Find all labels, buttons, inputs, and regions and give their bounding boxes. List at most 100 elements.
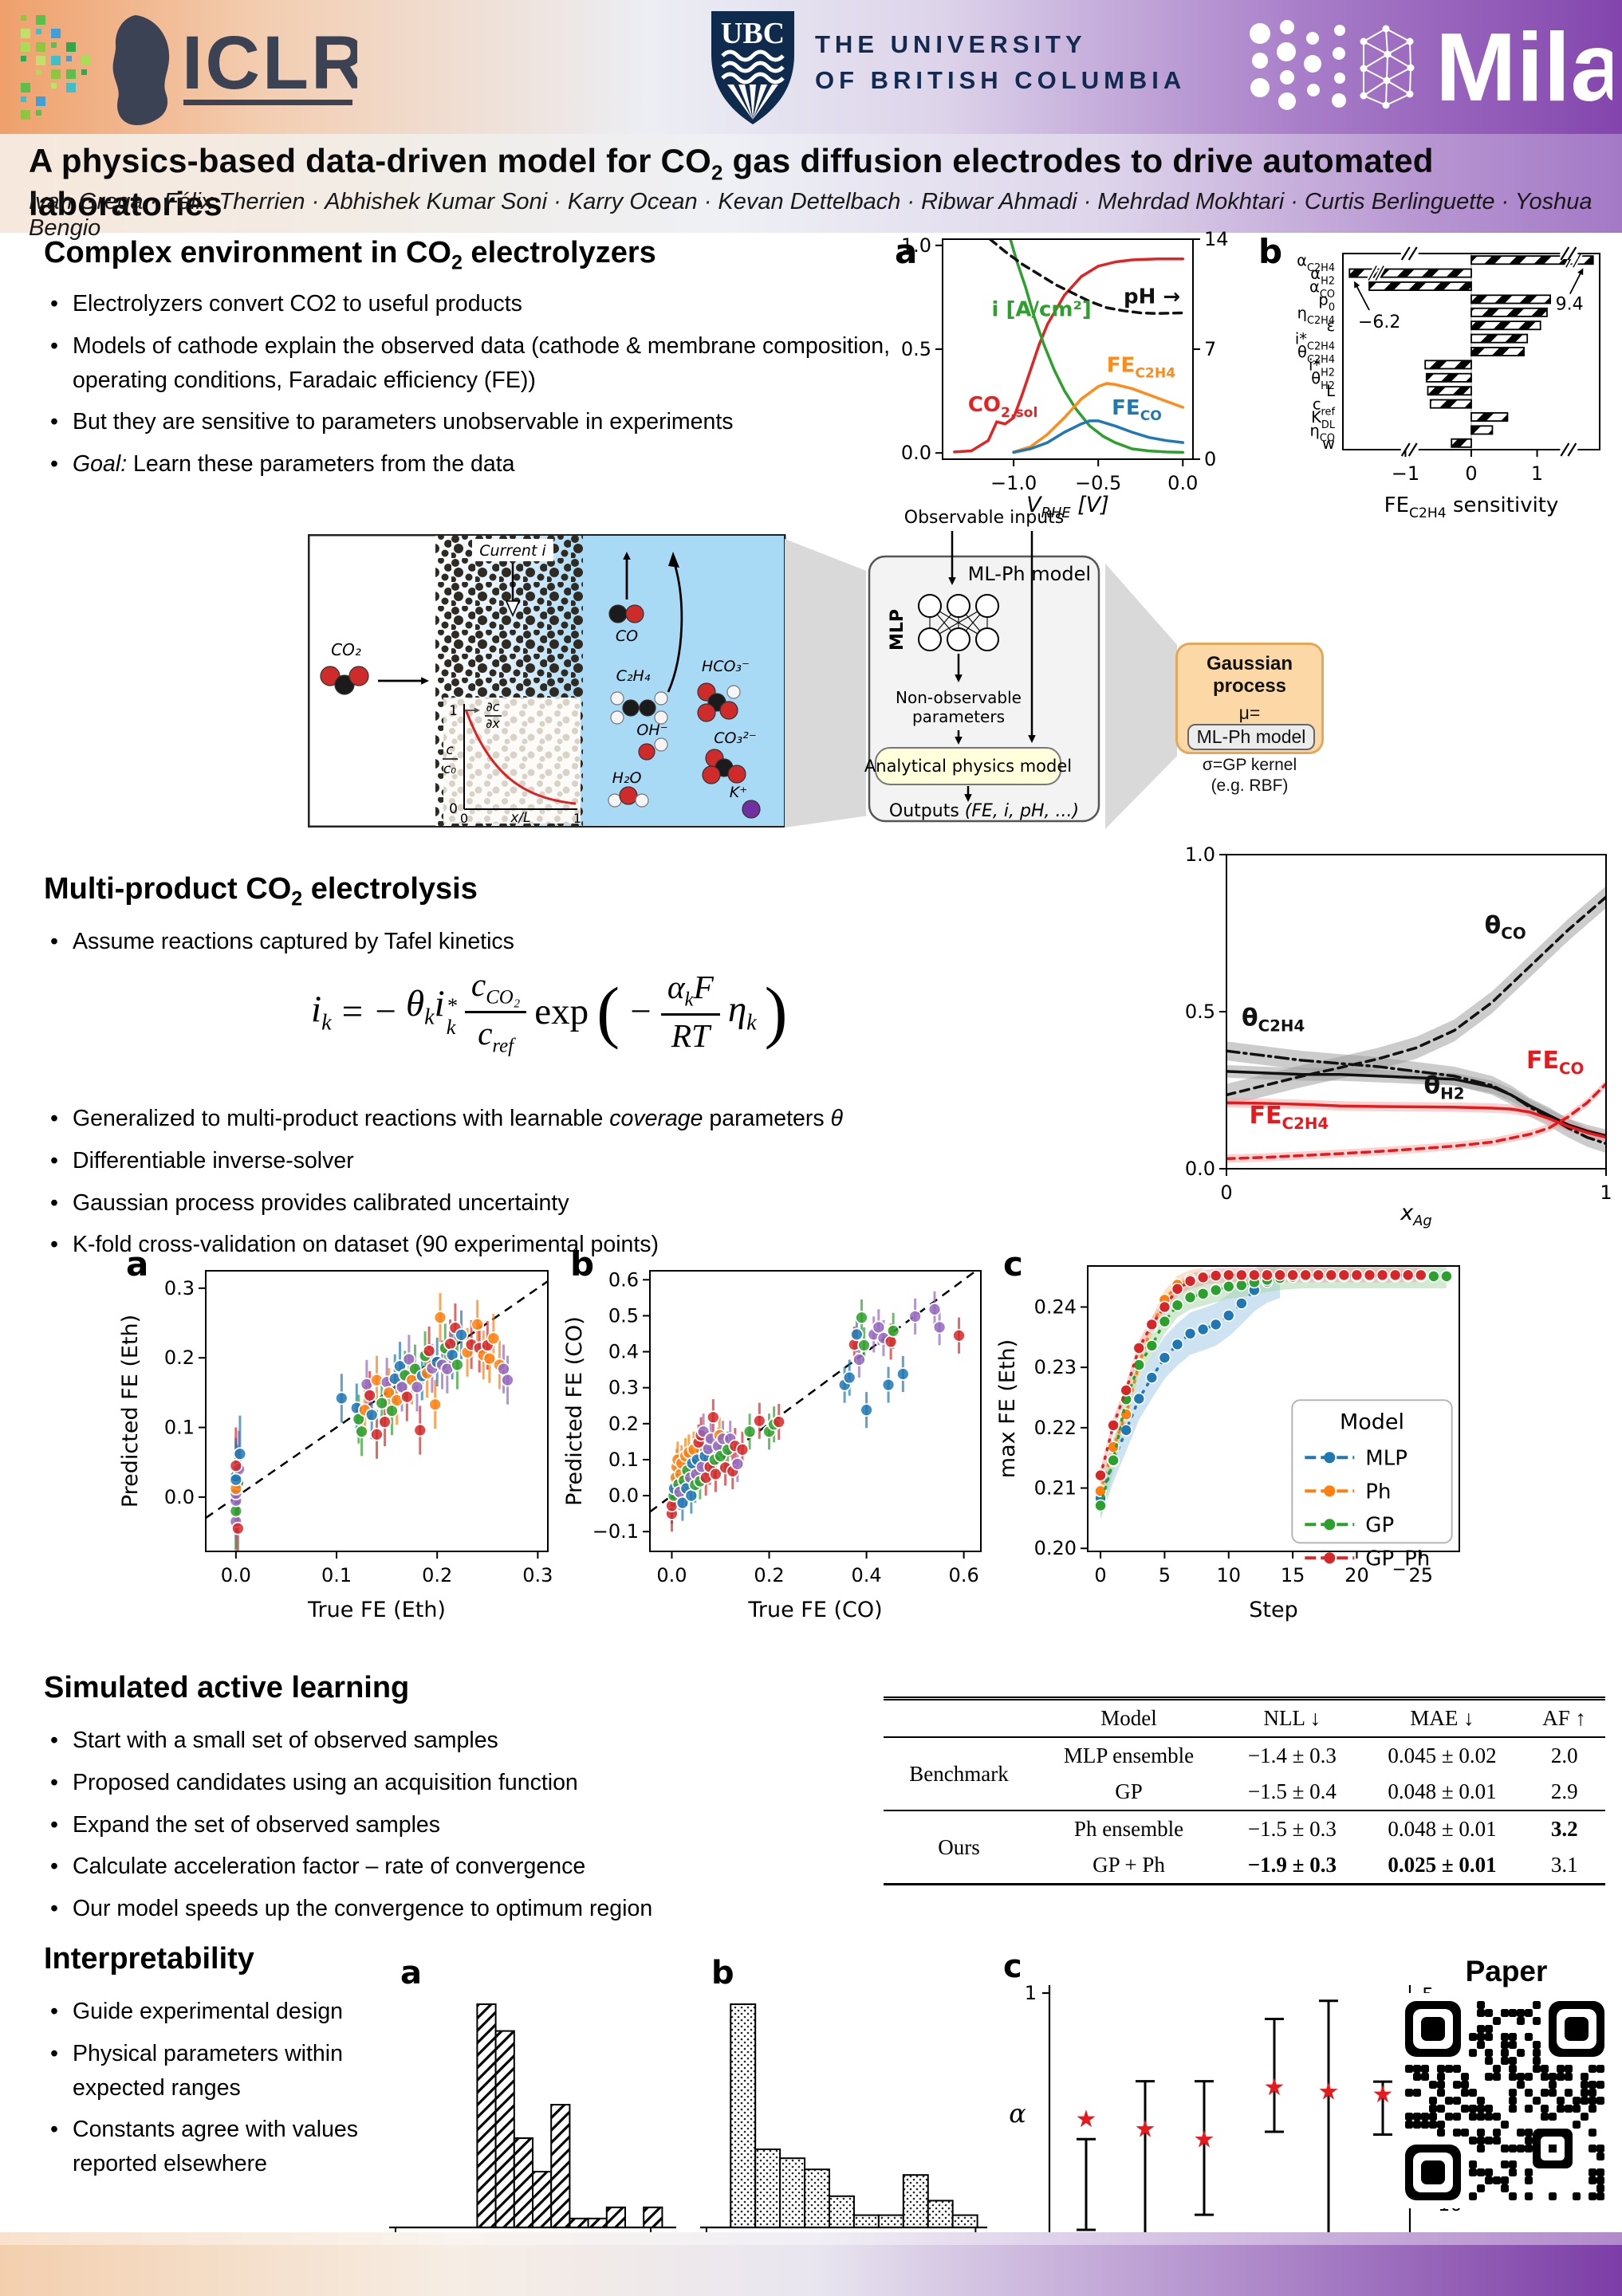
svg-text:0: 0 <box>1204 448 1216 470</box>
svg-text:★: ★ <box>1372 2081 1394 2109</box>
svg-text:0.6: 0.6 <box>949 1564 979 1586</box>
section3-bullets: Start with a small set of observed sampl… <box>44 1724 849 1934</box>
svg-text:C₂H₄: C₂H₄ <box>616 667 651 685</box>
table-header-row: Model NLL ↓ MAE ↓ AF ↑ <box>884 1698 1605 1737</box>
svg-text:−6.2: −6.2 <box>1358 313 1400 332</box>
svg-text:True FE (CO): True FE (CO) <box>747 1598 882 1622</box>
svg-text:cref: cref <box>1313 395 1336 419</box>
table-row: Benchmark MLP ensemble −1.4 ± 0.3 0.045 ± 0… <box>909 1744 1578 1786</box>
svg-text:14: 14 <box>1204 228 1229 250</box>
svg-text:i*C2H4: i*C2H4 <box>1295 330 1335 353</box>
svg-text:★: ★ <box>1264 2074 1285 2101</box>
section1-bullets: Electrolyzers convert CO2 to useful prod… <box>44 287 905 489</box>
bullet-item: Goal: Learn these parameters from the da… <box>44 447 905 482</box>
svg-text:0.21: 0.21 <box>1034 1477 1077 1500</box>
svg-text:x/L: x/L <box>510 810 530 826</box>
svg-text:Step: Step <box>1249 1598 1297 1622</box>
svg-text:ηCO: ηCO <box>1310 421 1335 444</box>
section2-intro: Assume reactions captured by Tafel kinet… <box>44 925 921 967</box>
svg-text:0: 0 <box>449 801 458 817</box>
gp-title: Gaussian process <box>1206 653 1293 697</box>
bullet-item: Start with a small set of observed sampl… <box>44 1724 849 1758</box>
svg-text:UBC: UBC <box>721 17 785 50</box>
bullet-item: Calculate acceleration factor – rate of … <box>44 1850 849 1884</box>
svg-text:θC2H4: θC2H4 <box>1242 1005 1305 1036</box>
svg-text:★: ★ <box>1076 2105 1097 2133</box>
svg-text:L: L <box>1326 382 1335 400</box>
svg-text:FEC2H4: FEC2H4 <box>1250 1102 1329 1133</box>
svg-text:True FE (Eth): True FE (Eth) <box>307 1598 446 1622</box>
svg-text:θH2: θH2 <box>1311 369 1335 392</box>
svg-text:∂c: ∂c <box>486 699 499 714</box>
section4-bullets: Guide experimental design Physical parame… <box>44 1995 411 2189</box>
svg-text:Current i: Current i <box>479 542 546 560</box>
svg-text:0.0: 0.0 <box>221 1564 251 1586</box>
svg-text:10: 10 <box>1216 1564 1241 1586</box>
results-table: Model NLL ↓ MAE ↓ AF ↑ Benchmark MLP ense… <box>884 1696 1605 1885</box>
svg-text:0.0: 0.0 <box>901 442 931 464</box>
svg-text:0.4: 0.4 <box>851 1564 881 1586</box>
svg-text:Outputs (FE, i, pH, ...): Outputs (FE, i, pH, ...) <box>889 801 1079 821</box>
svg-text:θH2: θH2 <box>1424 1071 1465 1103</box>
svg-text:0.24: 0.24 <box>1034 1295 1077 1318</box>
svg-text:0.0: 0.0 <box>608 1484 639 1507</box>
svg-text:a: a <box>400 1955 422 1991</box>
svg-text:w: w <box>1322 434 1335 453</box>
page-title: A physics-based data-driven model for CO… <box>29 142 1434 223</box>
svg-text:0.5: 0.5 <box>1185 1001 1215 1023</box>
svg-text:parameters: parameters <box>912 707 1005 726</box>
table-row: GP −1.5 ± 0.4 0.048 ± 0.01 2.9 <box>1115 1779 1578 1803</box>
svg-text:CO: CO <box>616 627 638 645</box>
svg-text:pH →: pH → <box>1124 285 1180 309</box>
paper-qr-label: Paper <box>1465 1955 1548 1987</box>
table-row: Ours Ph ensemble −1.5 ± 0.3 0.048 ± 0.01 3.2 <box>884 1810 1605 1859</box>
svg-text:20: 20 <box>1344 1564 1369 1586</box>
svg-text:FEC2H4 sensitivity: FEC2H4 sensitivity <box>1384 493 1559 521</box>
bullet-item: Our model speeds up the convergence to o… <box>44 1892 849 1926</box>
svg-text:MLP: MLP <box>1365 1446 1407 1470</box>
svg-text:αC2H4: αC2H4 <box>1297 251 1335 274</box>
svg-text:0.0: 0.0 <box>656 1564 687 1586</box>
svg-text:c: c <box>1003 1244 1023 1284</box>
svg-text:MLP: MLP <box>888 609 907 651</box>
svg-text:c₀: c₀ <box>443 761 456 777</box>
svg-text:Model: Model <box>1340 1409 1404 1434</box>
svg-text:0.3: 0.3 <box>608 1377 639 1399</box>
svg-text:1: 1 <box>1531 462 1543 485</box>
svg-text:0.2: 0.2 <box>164 1347 195 1369</box>
gaussian-process-box: Gaussian process μ=ML-Ph model σ=GP kern… <box>1175 643 1324 795</box>
svg-text:7: 7 <box>1204 338 1216 360</box>
svg-text:0.3: 0.3 <box>522 1564 553 1586</box>
svg-text:0: 0 <box>460 811 468 826</box>
svg-text:0: 0 <box>1220 1181 1232 1204</box>
svg-text:−0.1: −0.1 <box>593 1520 639 1543</box>
svg-text:CO2,sol: CO2,sol <box>968 393 1038 421</box>
svg-text:ML-Ph model: ML-Ph model <box>968 563 1091 585</box>
bullet-item: Differentiable inverse-solver <box>44 1144 1096 1178</box>
svg-text:−1.0: −1.0 <box>990 472 1037 494</box>
mila-logo-icon: Mila <box>1238 6 1622 132</box>
svg-text:0.1: 0.1 <box>321 1564 352 1586</box>
bullet-item: Assume reactions captured by Tafel kinet… <box>44 925 921 959</box>
footer-band <box>0 2232 1622 2296</box>
parity-co-chart: 0.0 0.2 0.4 0.6 −0.1 0.0 0.1 0.2 0.3 0.4 0.5 0.6 Tru… <box>561 1239 994 1632</box>
svg-text:0.23: 0.23 <box>1034 1356 1077 1378</box>
paper-qr-code <box>1397 1993 1612 2212</box>
svg-text:FECO: FECO <box>1112 396 1162 424</box>
svg-text:1.0: 1.0 <box>901 234 931 257</box>
svg-text:0.2: 0.2 <box>608 1413 639 1435</box>
svg-text:0.5: 0.5 <box>901 338 931 360</box>
gp-inner-box: ML-Ph model <box>1187 724 1316 750</box>
svg-text:Predicted FE (Eth): Predicted FE (Eth) <box>118 1315 143 1508</box>
svg-text:0.5: 0.5 <box>608 1304 639 1327</box>
svg-text:−1: −1 <box>1392 462 1419 485</box>
section1-heading: Complex environment in CO2 electrolyzers <box>44 236 656 274</box>
svg-text:0.0: 0.0 <box>1185 1158 1215 1180</box>
svg-text:5: 5 <box>1159 1564 1171 1586</box>
svg-text:1.0: 1.0 <box>1185 843 1215 866</box>
svg-text:★: ★ <box>1318 2078 1340 2105</box>
svg-text:0.4: 0.4 <box>608 1341 639 1363</box>
svg-text:i [A/cm²]: i [A/cm²] <box>992 297 1092 321</box>
svg-text:1: 1 <box>573 811 581 826</box>
svg-text:Predicted FE (CO): Predicted FE (CO) <box>562 1316 587 1506</box>
